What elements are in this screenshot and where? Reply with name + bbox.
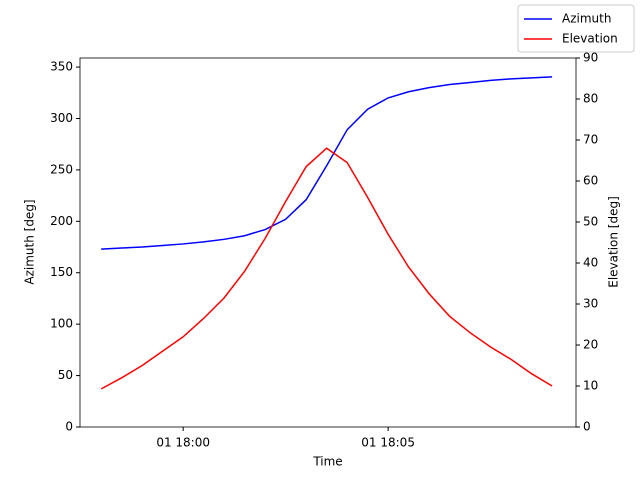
line	[100, 147, 553, 390]
legend-label: Azimuth	[562, 12, 611, 26]
plot-frame	[79, 57, 577, 428]
y-tick-label: 350	[50, 60, 73, 74]
y2-tick-label: 30	[583, 297, 598, 311]
line	[101, 76, 553, 250]
y2-axis-label: Elevation [deg]	[607, 196, 621, 288]
y2-tick-label: 0	[583, 420, 591, 434]
x-axis-label: Time	[312, 455, 342, 469]
y2-tick-label: 60	[583, 174, 598, 188]
x-tick-label: 01 18:00	[156, 436, 210, 450]
y2-tick-label: 90	[583, 51, 598, 65]
y-axis-label: Azimuth [deg]	[23, 199, 37, 284]
legend-label: Elevation	[562, 32, 618, 46]
y2-tick-label: 20	[583, 338, 598, 352]
y-tick-label: 300	[50, 111, 73, 125]
y-tick-label: 50	[58, 368, 73, 382]
y-tick-label: 100	[50, 317, 73, 331]
y2-tick-label: 10	[583, 379, 598, 393]
y-tick-label: 0	[65, 420, 73, 434]
y2-tick-label: 40	[583, 256, 598, 270]
y-tick-label: 250	[50, 162, 73, 176]
y-tick-label: 200	[50, 214, 73, 228]
y2-tick-label: 50	[583, 215, 598, 229]
y-tick-label: 150	[50, 265, 73, 279]
x-tick-label: 01 18:05	[361, 436, 415, 450]
legend-box	[517, 4, 635, 53]
y2-tick-label: 70	[583, 133, 598, 147]
y2-tick-label: 80	[583, 92, 598, 106]
